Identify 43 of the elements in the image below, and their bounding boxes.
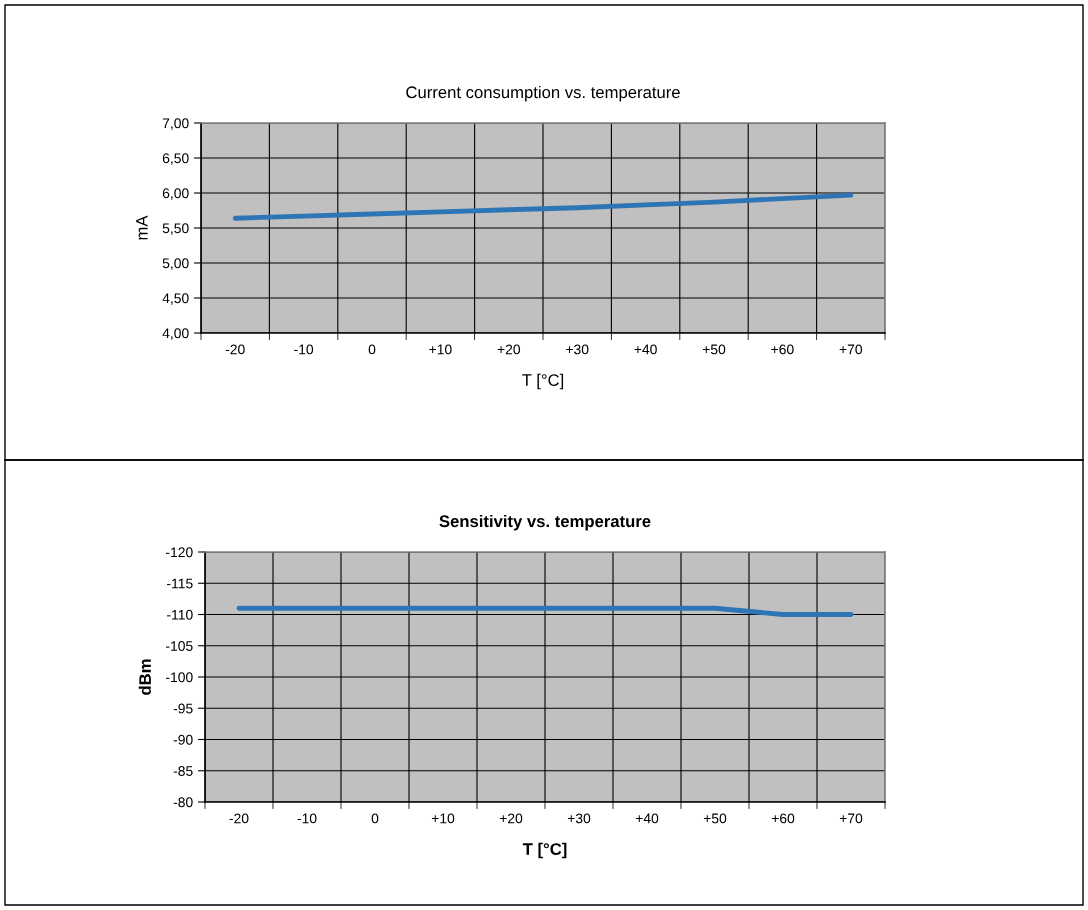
- y-axis-title: mA: [136, 215, 148, 240]
- y-tick-label: -85: [173, 766, 193, 776]
- x-tick-label: +50: [702, 344, 726, 355]
- x-tick-label: +70: [839, 344, 863, 355]
- y-tick-label: 5,50: [162, 223, 189, 235]
- y-tick-label: -80: [173, 797, 193, 808]
- y-tick-label: -110: [167, 609, 193, 620]
- x-tick-label: +40: [634, 344, 657, 355]
- x-tick-label: +10: [431, 813, 455, 824]
- x-tick-label: 0: [368, 344, 376, 355]
- x-tick-label: +30: [566, 344, 589, 355]
- y-tick-label: -120: [166, 547, 193, 558]
- y-tick-label: -95: [173, 703, 193, 714]
- y-tick-label: 6,00: [162, 188, 189, 200]
- x-tick-label: +20: [497, 344, 521, 355]
- y-tick-label: -90: [173, 734, 193, 745]
- x-tick-label: +10: [429, 344, 452, 355]
- x-tick-label: 0: [371, 813, 379, 824]
- x-tick-label: -10: [294, 344, 314, 355]
- y-tick-label: 4,50: [162, 293, 189, 305]
- x-tick-label: -10: [297, 813, 317, 824]
- y-tick-label: 5,00: [162, 258, 189, 270]
- x-tick-label: +40: [635, 813, 659, 824]
- x-tick-label: -20: [229, 813, 249, 824]
- y-tick-label: -105: [166, 641, 193, 651]
- y-tick-label: 4,00: [162, 328, 189, 340]
- x-axis-title: T [°C]: [522, 373, 564, 390]
- x-tick-label: +30: [567, 813, 591, 824]
- chart-title: Current consumption vs. temperature: [406, 85, 680, 102]
- y-tick-label: -115: [167, 578, 193, 589]
- y-axis-title: dBm: [138, 659, 151, 695]
- y-tick-label: 7,00: [162, 118, 189, 130]
- y-tick-label: -100: [166, 672, 193, 683]
- chart-title: Sensitivity vs. temperature: [439, 514, 651, 531]
- y-tick-label: 6,50: [162, 153, 189, 165]
- x-axis-title: T [°C]: [522, 842, 567, 859]
- x-tick-label: +70: [839, 813, 863, 824]
- x-tick-label: +20: [499, 813, 523, 824]
- line-series: [232, 192, 854, 221]
- x-tick-label: +60: [771, 344, 794, 355]
- x-tick-label: +60: [771, 813, 795, 824]
- x-tick-label: -20: [225, 344, 245, 355]
- x-tick-label: +50: [703, 813, 727, 824]
